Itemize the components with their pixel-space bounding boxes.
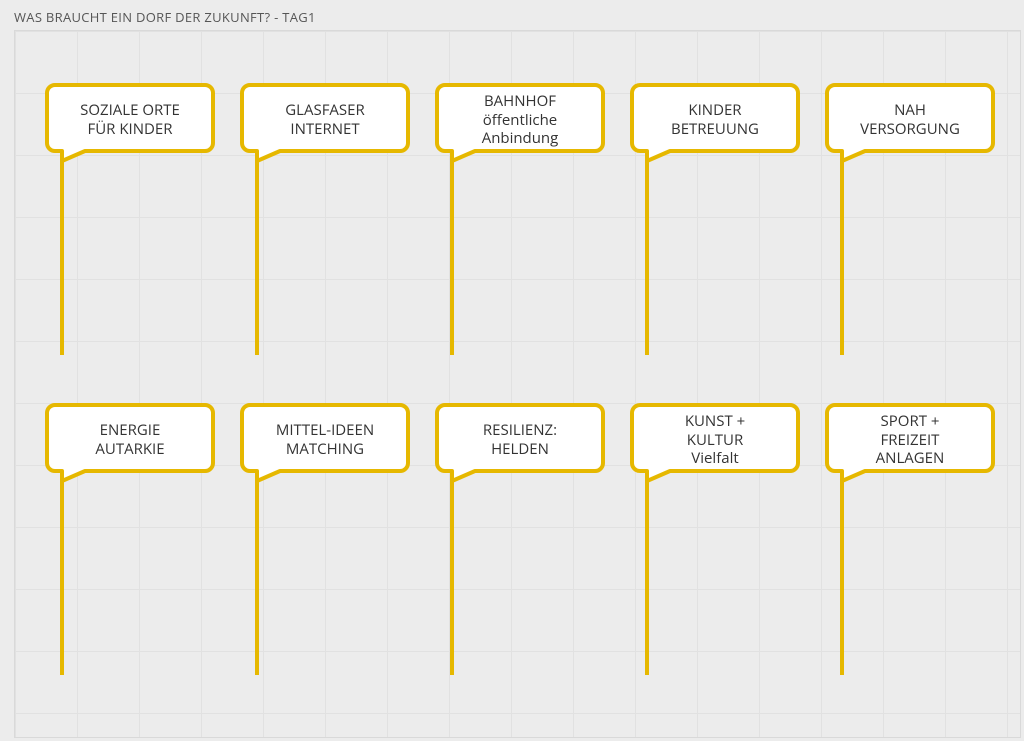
speech-flag-bahnhof: BAHNHOF öffentliche Anbindung bbox=[435, 83, 605, 163]
speech-bubble-label: MITTEL-IDEEN MATCHING bbox=[266, 421, 384, 465]
speech-bubble-label: GLASFASER INTERNET bbox=[275, 101, 375, 145]
flag-pole-icon bbox=[450, 155, 454, 355]
flag-pole-icon bbox=[255, 475, 259, 675]
speech-flag-energie: ENERGIE AUTARKIE bbox=[45, 403, 215, 483]
speech-bubble: SPORT + FREIZEIT ANLAGEN bbox=[825, 403, 995, 483]
flag-pole-icon bbox=[840, 155, 844, 355]
flag-pole-icon bbox=[645, 155, 649, 355]
speech-flag-nah: NAH VERSORGUNG bbox=[825, 83, 995, 163]
speech-flag-kinder: KINDER BETREUUNG bbox=[630, 83, 800, 163]
speech-bubble: KUNST + KULTUR Vielfalt bbox=[630, 403, 800, 483]
speech-bubble: BAHNHOF öffentliche Anbindung bbox=[435, 83, 605, 163]
speech-bubble-label: ENERGIE AUTARKIE bbox=[85, 421, 174, 465]
speech-flag-kunst-kultur: KUNST + KULTUR Vielfalt bbox=[630, 403, 800, 483]
speech-bubble-label: KINDER BETREUUNG bbox=[661, 101, 769, 145]
speech-bubble-label: RESILIENZ: HELDEN bbox=[473, 421, 567, 465]
speech-flag-resilienz: RESILIENZ: HELDEN bbox=[435, 403, 605, 483]
speech-bubble: RESILIENZ: HELDEN bbox=[435, 403, 605, 483]
flag-pole-icon bbox=[60, 475, 64, 675]
speech-bubble-label: NAH VERSORGUNG bbox=[850, 101, 970, 145]
flag-pole-icon bbox=[645, 475, 649, 675]
speech-flag-sport-freizeit: SPORT + FREIZEIT ANLAGEN bbox=[825, 403, 995, 483]
flag-pole-icon bbox=[450, 475, 454, 675]
speech-bubble-label: SOZIALE ORTE FÜR KINDER bbox=[70, 101, 190, 145]
speech-bubble: SOZIALE ORTE FÜR KINDER bbox=[45, 83, 215, 163]
flag-pole-icon bbox=[60, 155, 64, 355]
speech-bubble: MITTEL-IDEEN MATCHING bbox=[240, 403, 410, 483]
speech-bubble-label: SPORT + FREIZEIT ANLAGEN bbox=[866, 412, 955, 474]
canvas-grid: SOZIALE ORTE FÜR KINDER GLASFASER INTERN… bbox=[14, 30, 1021, 738]
speech-flag-mittel-ideen: MITTEL-IDEEN MATCHING bbox=[240, 403, 410, 483]
speech-bubble-label: BAHNHOF öffentliche Anbindung bbox=[472, 92, 569, 154]
speech-flag-glasfaser: GLASFASER INTERNET bbox=[240, 83, 410, 163]
speech-bubble-label: KUNST + KULTUR Vielfalt bbox=[675, 412, 755, 474]
speech-bubble: NAH VERSORGUNG bbox=[825, 83, 995, 163]
speech-flag-soziale-orte: SOZIALE ORTE FÜR KINDER bbox=[45, 83, 215, 163]
flag-pole-icon bbox=[840, 475, 844, 675]
speech-bubble: GLASFASER INTERNET bbox=[240, 83, 410, 163]
speech-bubble: KINDER BETREUUNG bbox=[630, 83, 800, 163]
speech-bubble: ENERGIE AUTARKIE bbox=[45, 403, 215, 483]
page-title: WAS BRAUCHT EIN DORF DER ZUKUNFT? - TAG1 bbox=[14, 8, 316, 26]
flag-pole-icon bbox=[255, 155, 259, 355]
